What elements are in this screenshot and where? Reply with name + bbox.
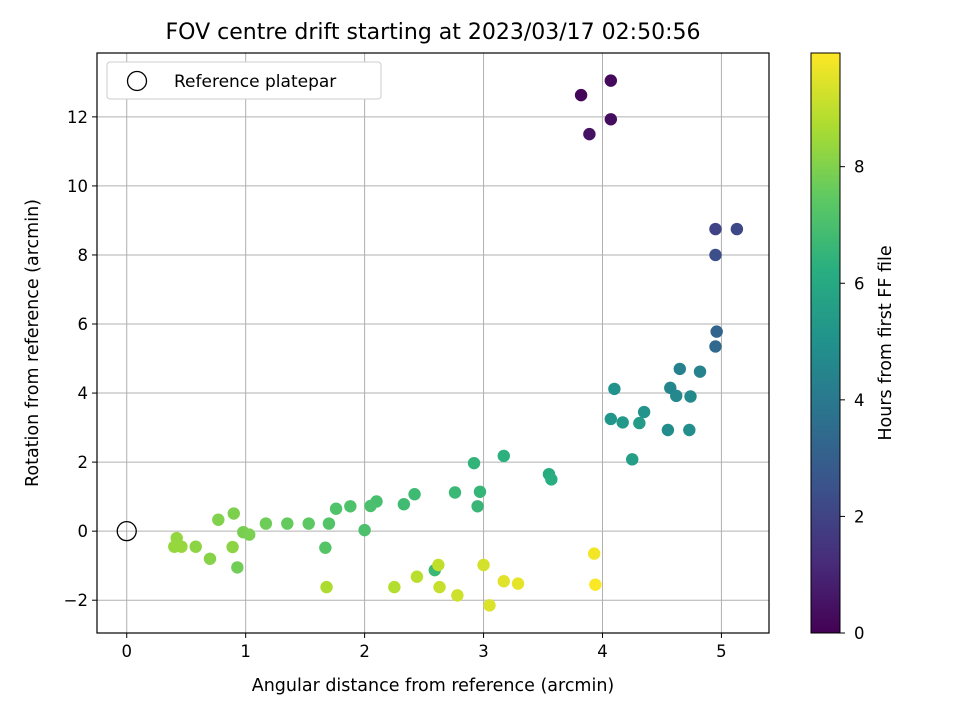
colorbar-tick-label: 0 xyxy=(854,624,865,643)
data-point xyxy=(608,382,621,396)
y-tick-label: 10 xyxy=(67,177,88,196)
data-point xyxy=(448,486,462,499)
data-point xyxy=(477,558,490,572)
x-tick-label: 0 xyxy=(121,642,132,661)
y-tick-label: 0 xyxy=(78,522,89,541)
data-point xyxy=(673,362,686,376)
data-point xyxy=(709,222,722,236)
x-tick-label: 3 xyxy=(478,642,489,661)
legend: Reference platepar xyxy=(106,61,382,100)
x-tick-label: 5 xyxy=(716,642,727,661)
y-tick-label: 6 xyxy=(78,315,89,334)
data-point xyxy=(168,540,181,553)
legend-marker xyxy=(126,70,148,92)
colorbar-tick-label: 8 xyxy=(854,158,865,177)
data-point xyxy=(322,517,336,530)
data-point xyxy=(432,558,445,572)
colorbar-label: Hours from first FF file xyxy=(876,245,896,440)
colorbar-tick-label: 2 xyxy=(854,507,865,526)
reference-marker xyxy=(116,521,137,542)
y-tick-label: 12 xyxy=(67,108,88,127)
colorbar-tick-label: 4 xyxy=(854,391,865,410)
y-tick-label: −2 xyxy=(64,591,88,610)
data-point xyxy=(545,473,558,486)
x-tick-label: 2 xyxy=(359,642,370,661)
data-point xyxy=(231,561,244,574)
data-point xyxy=(203,552,217,565)
data-point xyxy=(467,456,481,470)
chart-title: FOV centre drift starting at 2023/03/17 … xyxy=(166,20,701,45)
data-point xyxy=(589,578,602,591)
y-tick-label: 4 xyxy=(78,384,89,403)
legend-box xyxy=(106,61,382,100)
data-points xyxy=(116,74,744,612)
data-point xyxy=(259,517,273,530)
colorbar-tick-label: 6 xyxy=(854,274,865,293)
data-point xyxy=(626,453,639,466)
data-point xyxy=(408,488,421,501)
data-point xyxy=(473,485,487,498)
colorbar-gradient xyxy=(810,52,841,634)
data-point xyxy=(670,389,683,403)
data-point xyxy=(189,540,202,553)
data-point xyxy=(604,113,618,126)
data-point xyxy=(709,248,722,262)
data-point xyxy=(329,502,343,515)
data-point xyxy=(227,507,240,520)
data-point xyxy=(661,423,675,437)
y-axis-ticks: −2 0 2 4 6 8 10 12 xyxy=(64,108,97,610)
data-point xyxy=(433,580,446,594)
y-tick-label: 8 xyxy=(78,246,89,265)
data-point xyxy=(302,517,315,530)
x-axis-label: Angular distance from reference (arcmin) xyxy=(252,676,615,696)
data-point xyxy=(320,580,333,594)
legend-label: Reference platepar xyxy=(174,72,336,92)
data-point xyxy=(684,390,697,403)
data-point xyxy=(319,541,332,554)
colorbar: 0 2 4 6 8 Hours from first FF file xyxy=(810,52,896,643)
data-point xyxy=(637,405,651,419)
plot-frame xyxy=(96,52,770,634)
data-point xyxy=(451,589,464,602)
data-point xyxy=(226,540,239,554)
data-point xyxy=(483,599,496,612)
data-point xyxy=(364,499,377,513)
data-point xyxy=(693,365,707,378)
y-axis-label: Rotation from reference (arcmin) xyxy=(23,199,43,487)
data-point xyxy=(730,222,744,236)
data-point xyxy=(471,500,484,513)
data-point xyxy=(587,547,601,560)
data-point xyxy=(397,498,411,511)
x-tick-label: 4 xyxy=(597,642,608,661)
data-point xyxy=(388,580,401,594)
data-point xyxy=(344,500,357,513)
data-point xyxy=(683,423,696,437)
data-point xyxy=(574,88,588,102)
data-point xyxy=(616,416,629,429)
data-point xyxy=(710,325,723,338)
data-point xyxy=(410,570,424,583)
data-point xyxy=(497,449,510,463)
y-tick-label: 2 xyxy=(78,453,89,472)
data-point xyxy=(511,577,525,590)
grid-lines xyxy=(97,53,769,633)
x-axis-ticks: 0 1 2 3 4 5 xyxy=(121,633,727,661)
plot-background xyxy=(97,53,769,633)
data-point xyxy=(709,340,722,353)
x-tick-label: 1 xyxy=(240,642,251,661)
data-point xyxy=(243,528,256,541)
data-point xyxy=(604,74,618,87)
data-point xyxy=(358,523,371,537)
data-point xyxy=(212,513,225,526)
data-point xyxy=(633,416,646,430)
data-point xyxy=(604,412,618,426)
data-point xyxy=(281,517,294,530)
data-point xyxy=(497,575,510,588)
colorbar-ticks: 0 2 4 6 8 xyxy=(840,158,865,643)
data-point xyxy=(583,127,596,141)
